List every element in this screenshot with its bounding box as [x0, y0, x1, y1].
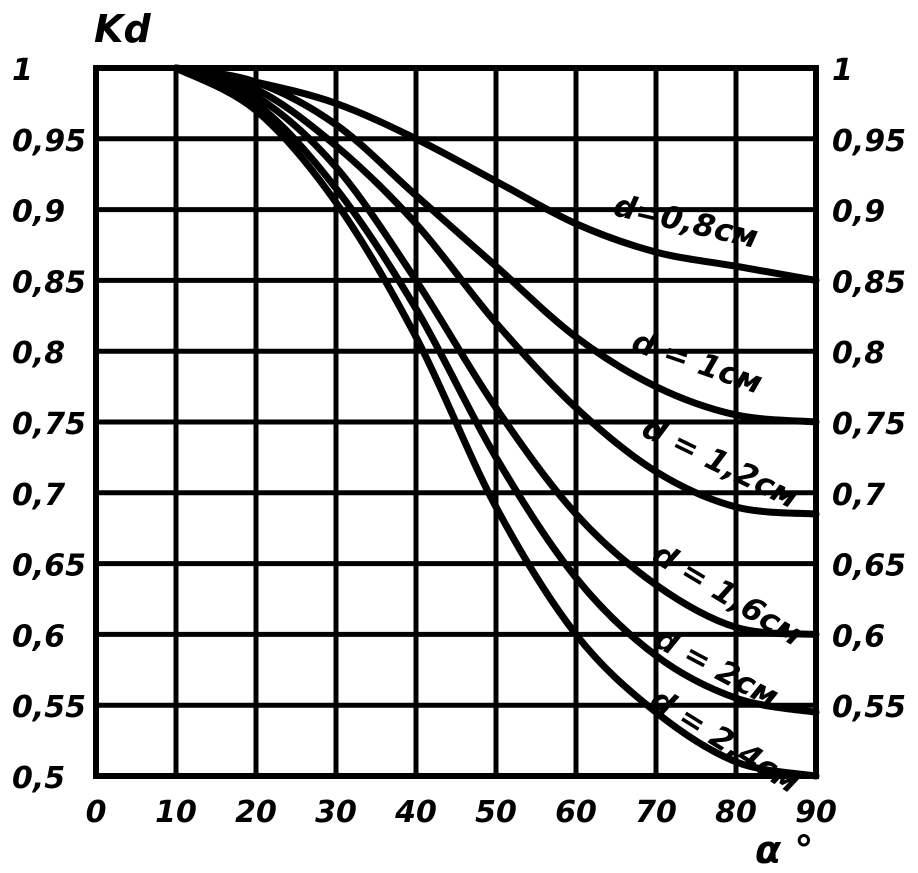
y-axis-label: Kd — [94, 7, 151, 51]
series-line-1 — [172, 64, 820, 426]
series-line-4 — [172, 64, 820, 716]
y-tick-label-left: 0,55 — [12, 690, 86, 725]
x-axis-label: α ° — [755, 828, 813, 872]
x-tick-label: 30 — [315, 795, 357, 830]
x-tick-label: 20 — [235, 795, 277, 830]
y-tick-label-right: 0,75 — [832, 407, 906, 442]
y-tick-label-left: 0,9 — [12, 195, 65, 230]
y-tick-label-left: 0,95 — [12, 124, 86, 159]
y-tick-label-right: 0,95 — [832, 124, 906, 159]
y-tick-label-left: 0,7 — [12, 478, 65, 513]
series-line-2 — [172, 64, 820, 518]
y-tick-label-right: 0,55 — [832, 690, 906, 725]
y-tick-label-right: 0,8 — [832, 336, 885, 371]
y-tick-label-right: 0,9 — [832, 195, 885, 230]
x-tick-label: 90 — [795, 795, 837, 830]
x-tick-label: 50 — [475, 795, 517, 830]
y-tick-label-right: 1 — [832, 53, 853, 88]
series-line-0 — [172, 64, 820, 284]
y-tick-label-left: 0,5 — [12, 761, 65, 796]
series-line-3 — [172, 64, 820, 638]
series-label-5: d = 2,4см — [644, 681, 806, 801]
series-line-5 — [172, 64, 820, 780]
y-tick-label-left: 1 — [12, 53, 33, 88]
y-tick-label-right: 0,6 — [832, 619, 885, 654]
series-label-1: d = 1см — [627, 324, 766, 402]
x-tick-label: 40 — [394, 795, 437, 830]
x-tick-label: 0 — [86, 795, 107, 830]
y-tick-label-left: 0,65 — [12, 549, 86, 584]
y-tick-label-right: 0,65 — [832, 549, 906, 584]
y-tick-label-right: 0,85 — [832, 265, 906, 300]
x-tick-label: 10 — [155, 795, 197, 830]
y-tick-label-left: 0,8 — [12, 336, 65, 371]
y-tick-label-left: 0,75 — [12, 407, 86, 442]
y-tick-label-left: 0,85 — [12, 265, 86, 300]
x-tick-label: 60 — [555, 795, 597, 830]
tick-labels: 0 10 20 30 40 50 60 70 80 90 1 0,95 0,9 0,85 0,8 0,75 0,… — [12, 53, 906, 830]
y-tick-label-right: 0,7 — [832, 478, 885, 513]
y-tick-label-left: 0,6 — [12, 619, 65, 654]
x-tick-label: 70 — [635, 795, 677, 830]
x-tick-label: 80 — [715, 795, 757, 830]
series-curves — [172, 64, 820, 780]
